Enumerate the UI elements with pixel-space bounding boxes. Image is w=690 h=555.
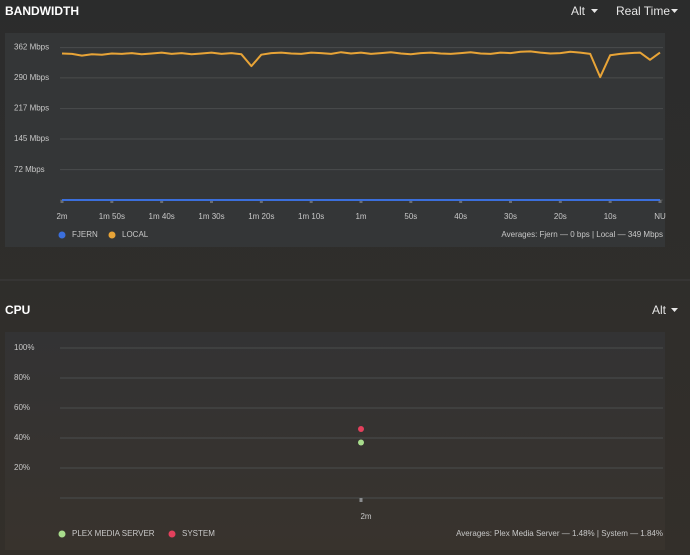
data-point xyxy=(358,426,364,432)
y-tick-label: 290 Mbps xyxy=(14,73,49,82)
x-tick xyxy=(309,200,313,203)
averages: Averages: Fjern — 0 bps | Local — 349 Mb… xyxy=(501,230,663,239)
x-tick xyxy=(558,200,562,203)
x-tick xyxy=(359,200,363,203)
x-tick-label: NU xyxy=(654,212,666,221)
x-tick-label: 20s xyxy=(554,212,567,221)
section-title: BANDWIDTH xyxy=(5,4,79,18)
x-tick-label: 10s xyxy=(604,212,617,221)
legend-label: FJERN xyxy=(72,230,98,239)
y-tick-label: 100% xyxy=(14,343,34,352)
x-tick xyxy=(409,200,413,203)
x-tick xyxy=(359,498,363,502)
y-tick-label: 72 Mbps xyxy=(14,165,45,174)
x-tick-label: 2m xyxy=(360,512,371,521)
legend-label: SYSTEM xyxy=(182,529,215,538)
dropdown[interactable]: Real Time xyxy=(616,4,670,18)
averages: Averages: Plex Media Server — 1.48% | Sy… xyxy=(456,529,663,538)
dropdown-arrow xyxy=(671,308,678,312)
legend-swatch xyxy=(108,231,116,239)
y-tick-label: 40% xyxy=(14,433,30,442)
x-tick-label: 1m 30s xyxy=(198,212,224,221)
x-tick-label: 40s xyxy=(454,212,467,221)
legend-swatch xyxy=(168,530,176,538)
x-tick xyxy=(608,200,612,203)
legend-label: LOCAL xyxy=(122,230,149,239)
x-tick xyxy=(658,200,662,203)
y-tick-label: 145 Mbps xyxy=(14,134,49,143)
x-tick xyxy=(60,200,64,203)
legend-swatch xyxy=(58,231,66,239)
x-tick-label: 1m 40s xyxy=(149,212,175,221)
y-tick-label: 80% xyxy=(14,373,30,382)
series-line xyxy=(61,50,661,79)
section-title: CPU xyxy=(5,303,30,317)
cpu-panel xyxy=(5,332,665,550)
x-tick xyxy=(110,200,114,203)
x-tick-label: 50s xyxy=(404,212,417,221)
x-tick xyxy=(509,200,512,203)
y-tick-label: 20% xyxy=(14,463,30,472)
x-tick-label: 1m 20s xyxy=(248,212,274,221)
x-tick-label: 2m xyxy=(56,212,67,221)
x-tick xyxy=(160,200,164,203)
dropdown-arrow xyxy=(671,9,678,13)
x-tick-label: 1m 10s xyxy=(298,212,324,221)
x-tick xyxy=(259,200,263,203)
data-point xyxy=(358,439,364,446)
x-tick xyxy=(210,200,213,203)
dropdown[interactable]: Alt xyxy=(571,4,586,18)
y-tick-label: 362 Mbps xyxy=(14,43,49,52)
y-tick-label: 60% xyxy=(14,403,30,412)
x-tick xyxy=(459,200,463,203)
legend-label: PLEX MEDIA SERVER xyxy=(72,529,155,538)
dropdown-arrow xyxy=(591,9,598,13)
x-tick-label: 30s xyxy=(504,212,517,221)
legend-swatch xyxy=(58,530,66,538)
x-tick-label: 1m 50s xyxy=(99,212,125,221)
x-tick-label: 1m xyxy=(355,212,366,221)
dropdown[interactable]: Alt xyxy=(652,303,667,317)
bandwidth-panel xyxy=(5,33,665,247)
y-tick-label: 217 Mbps xyxy=(14,104,49,113)
